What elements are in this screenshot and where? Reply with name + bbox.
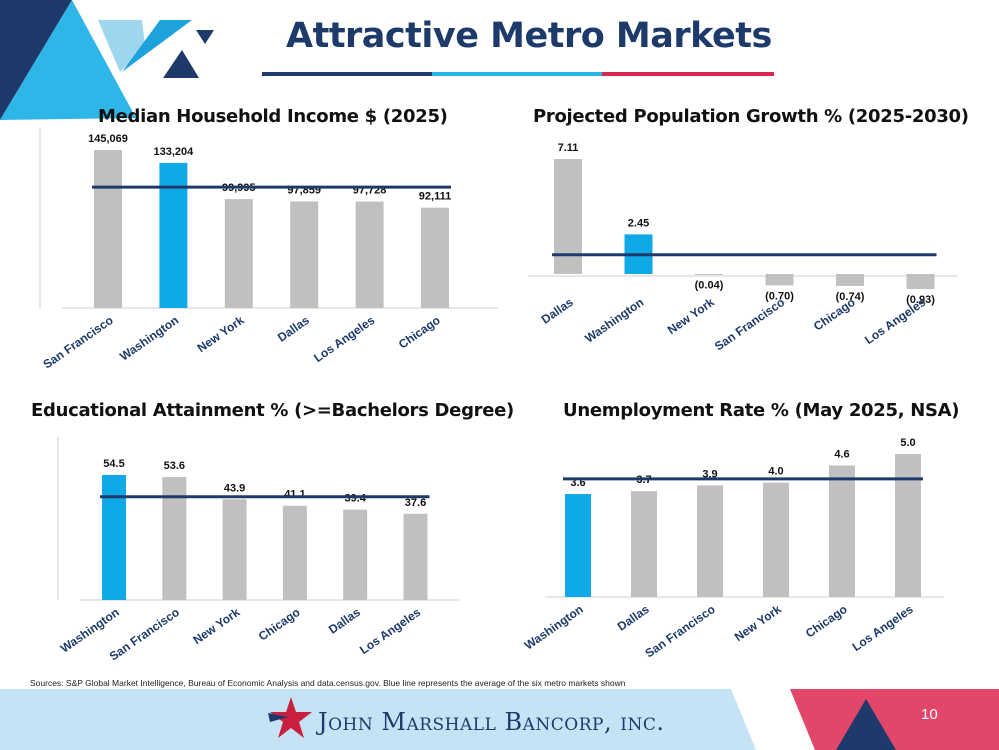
population-chart-title: Projected Population Growth % (2025-2030… <box>533 106 969 127</box>
population-category-label: Dallas <box>539 295 576 327</box>
footer-red-shape <box>790 689 999 750</box>
population-bar <box>906 274 935 290</box>
income-category-label: Chicago <box>396 313 443 352</box>
light-triangle-shape <box>98 20 145 72</box>
population-category-label: Los Angeles <box>862 295 928 347</box>
income-data-label: 92,111 <box>419 191 451 203</box>
unemployment-data-label: 4.0 <box>768 466 783 478</box>
education-data-label: 41.1 <box>284 489 305 501</box>
income-category-label: Los Angeles <box>311 313 377 365</box>
unemployment-category-label: San Francisco <box>642 602 717 661</box>
unemployment-bar <box>631 491 657 597</box>
footer-decoration <box>731 689 999 750</box>
education-data-label: 37.6 <box>405 497 426 509</box>
population-bar <box>554 159 582 274</box>
unemployment-bar <box>763 482 789 597</box>
unemployment-bar <box>895 454 921 597</box>
education-bar <box>403 513 428 600</box>
income-chart-title: Median Household Income $ (2025) <box>98 106 448 127</box>
population-data-label: (0.93) <box>906 294 935 306</box>
education-category-label: Dallas <box>326 605 363 637</box>
population-category-label: San Francisco <box>712 295 787 354</box>
unemployment-category-label: Washington <box>522 602 586 653</box>
population-bar <box>765 274 794 286</box>
income-bar <box>355 201 384 308</box>
education-chart-title: Educational Attainment % (>=Bachelors De… <box>31 400 514 421</box>
unemployment-category-label: Los Angeles <box>850 602 916 654</box>
title-rule-navy <box>262 72 432 76</box>
mid-triangle-shape <box>122 20 192 72</box>
page-number: 10 <box>921 706 938 723</box>
unemployment-chart-title: Unemployment Rate % (May 2025, NSA) <box>563 400 960 421</box>
population-category-label: New York <box>665 295 717 337</box>
income-data-label: 133,204 <box>154 146 195 158</box>
education-bar <box>222 499 247 600</box>
education-category-label: Los Angeles <box>357 605 423 657</box>
unemployment-bar <box>565 494 591 597</box>
population-data-label: (0.74) <box>836 291 865 303</box>
chevron-down-icon <box>196 30 214 44</box>
education-data-label: 39.4 <box>344 493 366 505</box>
blue-triangle-shape <box>0 0 136 120</box>
source-note: Sources: S&P Global Market Intelligence,… <box>30 678 626 688</box>
income-bar <box>290 201 319 308</box>
education-category-label: New York <box>190 605 242 647</box>
population-bar <box>695 274 723 275</box>
footer-navy-triangle <box>836 699 896 750</box>
income-category-label: New York <box>195 313 247 355</box>
header-decoration <box>0 0 214 120</box>
education-data-label: 43.9 <box>224 482 245 494</box>
population-data-label: 7.11 <box>558 142 579 154</box>
population-category-label: Chicago <box>811 295 858 334</box>
unemployment-category-label: Dallas <box>615 602 652 634</box>
income-bar <box>224 199 253 308</box>
title-rule-red <box>602 72 774 76</box>
education-bar <box>102 475 126 600</box>
education-category-label: Chicago <box>256 605 303 644</box>
population-bar <box>836 274 864 286</box>
population-data-label: (0.70) <box>765 290 794 302</box>
star-logo-icon <box>268 697 312 738</box>
income-category-label: San Francisco <box>40 313 115 372</box>
unemployment-category-label: New York <box>732 602 784 644</box>
company-name: John Marshall Bancorp, inc. <box>318 708 665 736</box>
small-navy-triangle <box>163 50 199 78</box>
income-category-label: Washington <box>117 313 181 364</box>
population-data-label: 2.45 <box>628 217 649 229</box>
income-category-label: Dallas <box>275 313 312 345</box>
unemployment-category-label: Chicago <box>803 602 850 641</box>
unemployment-data-label: 5.0 <box>900 437 915 449</box>
income-bar <box>159 162 188 308</box>
unemployment-data-label: 4.6 <box>834 448 849 460</box>
footer-bar <box>0 689 999 750</box>
unemployment-bar <box>697 485 723 597</box>
population-data-label: (0.04) <box>695 280 724 292</box>
unemployment-bar <box>829 465 855 597</box>
education-bar <box>282 505 307 600</box>
population-category-label: Washington <box>582 295 646 346</box>
income-bar <box>421 207 449 308</box>
education-bar <box>343 509 368 600</box>
footer-white-shape <box>731 689 815 750</box>
income-bar <box>94 150 122 308</box>
income-data-label: 145,069 <box>88 133 128 145</box>
title-rule-blue <box>432 72 602 76</box>
page-title: Attractive Metro Markets <box>286 16 772 56</box>
education-data-label: 53.6 <box>164 460 185 472</box>
education-data-label: 54.5 <box>103 458 124 470</box>
